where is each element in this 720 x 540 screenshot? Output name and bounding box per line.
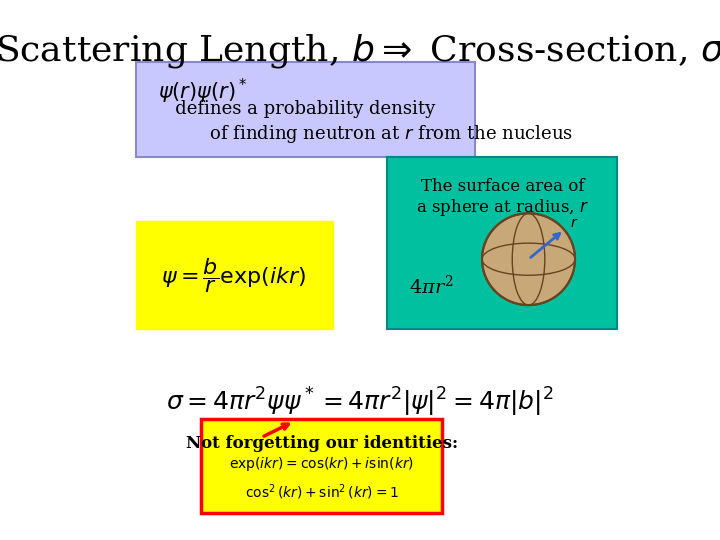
- Text: $\psi = \dfrac{b}{r}\exp(ikr)$: $\psi = \dfrac{b}{r}\exp(ikr)$: [161, 256, 307, 295]
- Text: Not forgetting our identities:: Not forgetting our identities:: [186, 435, 458, 451]
- FancyBboxPatch shape: [135, 221, 333, 329]
- Text: $\exp(ikr) = \cos(kr) + i\sin(kr)$: $\exp(ikr) = \cos(kr) + i\sin(kr)$: [229, 455, 414, 473]
- FancyBboxPatch shape: [387, 157, 617, 329]
- Text: a sphere at radius, $r$: a sphere at radius, $r$: [415, 197, 589, 218]
- Text: $4\pi r^2$: $4\pi r^2$: [409, 275, 454, 298]
- Text: The surface area of: The surface area of: [420, 178, 584, 195]
- Text: defines a probability density: defines a probability density: [158, 100, 435, 118]
- Text: Scattering Length, $b \Rightarrow$ Cross-section, $\sigma$: Scattering Length, $b \Rightarrow$ Cross…: [0, 32, 720, 70]
- Circle shape: [482, 213, 575, 305]
- Text: of finding neutron at $r$ from the nucleus: of finding neutron at $r$ from the nucle…: [158, 124, 572, 145]
- Text: $\cos^2(kr) + \sin^2(kr) = 1$: $\cos^2(kr) + \sin^2(kr) = 1$: [245, 483, 399, 502]
- Text: $\sigma = 4\pi r^2 \psi\psi^* = 4\pi r^2|\psi|^2 = 4\pi|b|^2$: $\sigma = 4\pi r^2 \psi\psi^* = 4\pi r^2…: [166, 386, 554, 419]
- Text: $\psi(r)\psi(r)^*$: $\psi(r)\psi(r)^*$: [158, 76, 247, 105]
- Text: $r$: $r$: [570, 215, 578, 230]
- FancyBboxPatch shape: [135, 62, 475, 157]
- FancyBboxPatch shape: [202, 418, 442, 513]
